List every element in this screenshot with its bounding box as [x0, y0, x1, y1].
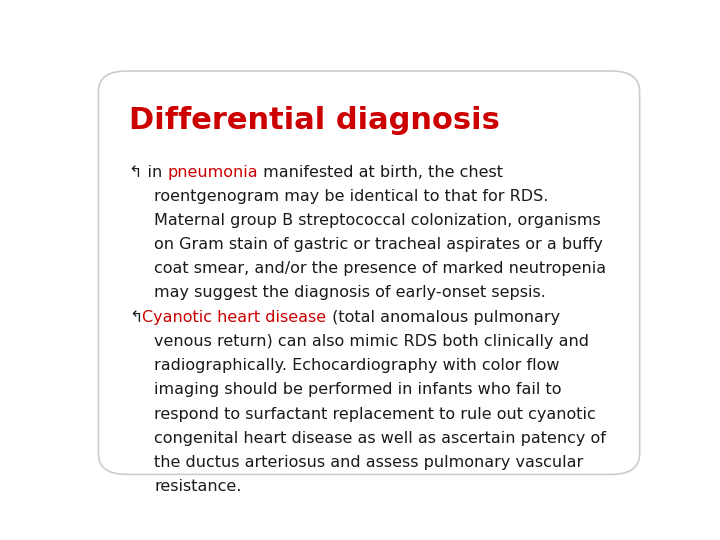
Text: respond to surfactant replacement to rule out cyanotic: respond to surfactant replacement to rul…: [154, 407, 596, 422]
Text: (total anomalous pulmonary: (total anomalous pulmonary: [327, 310, 559, 325]
Text: imaging should be performed in infants who fail to: imaging should be performed in infants w…: [154, 382, 562, 397]
Text: resistance.: resistance.: [154, 479, 241, 494]
Text: the ductus arteriosus and assess pulmonary vascular: the ductus arteriosus and assess pulmona…: [154, 455, 583, 470]
FancyBboxPatch shape: [99, 71, 639, 474]
Text: coat smear, and/or the presence of marked neutropenia: coat smear, and/or the presence of marke…: [154, 261, 606, 276]
Text: pneumonia: pneumonia: [168, 165, 258, 180]
Text: venous return) can also mimic RDS both clinically and: venous return) can also mimic RDS both c…: [154, 334, 589, 349]
Text: may suggest the diagnosis of early-onset sepsis.: may suggest the diagnosis of early-onset…: [154, 285, 546, 300]
Text: ↰ in: ↰ in: [129, 165, 168, 180]
Text: roentgenogram may be identical to that for RDS.: roentgenogram may be identical to that f…: [154, 188, 549, 204]
Text: Cyanotic heart disease: Cyanotic heart disease: [143, 310, 327, 325]
Text: radiographically. Echocardiography with color flow: radiographically. Echocardiography with …: [154, 359, 559, 373]
Text: manifested at birth, the chest: manifested at birth, the chest: [258, 165, 503, 180]
Text: on Gram stain of gastric or tracheal aspirates or a buffy: on Gram stain of gastric or tracheal asp…: [154, 237, 603, 252]
Text: ↰: ↰: [129, 310, 143, 325]
Text: Differential diagnosis: Differential diagnosis: [129, 106, 500, 136]
Text: Maternal group B streptococcal colonization, organisms: Maternal group B streptococcal colonizat…: [154, 213, 601, 228]
Text: congenital heart disease as well as ascertain patency of: congenital heart disease as well as asce…: [154, 431, 606, 445]
